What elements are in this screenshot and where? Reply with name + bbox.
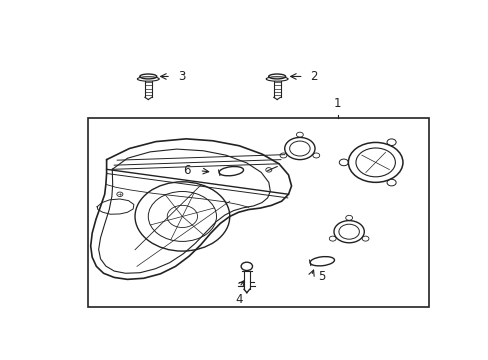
Text: 2: 2 [310, 70, 317, 83]
Text: 3: 3 [178, 70, 185, 83]
Bar [87, 118, 428, 307]
Text: 5: 5 [317, 270, 325, 283]
Text: 6: 6 [183, 164, 191, 177]
Text: 1: 1 [333, 97, 341, 110]
Text: 4: 4 [235, 293, 243, 306]
